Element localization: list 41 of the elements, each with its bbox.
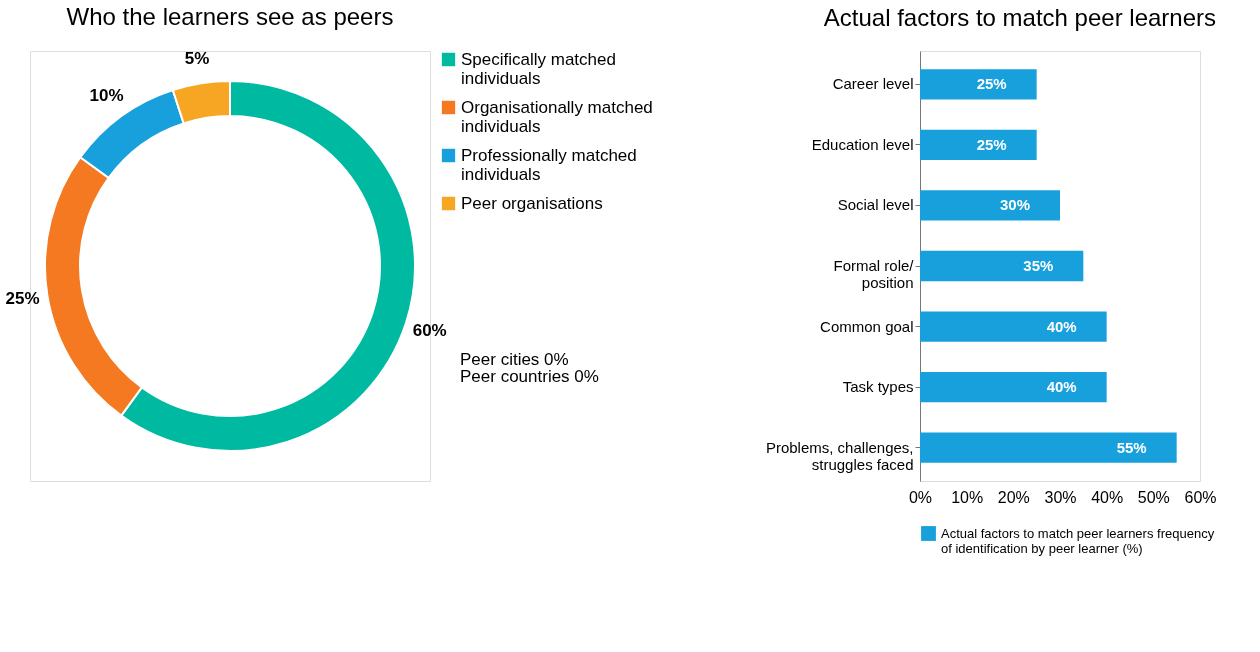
y-tick-label: Task types xyxy=(842,378,914,396)
x-tick-label: 10% xyxy=(951,488,984,506)
y-tick-label: Formal role/ position xyxy=(833,257,915,291)
legend-label: Professionally matched individuals xyxy=(461,145,637,184)
y-tick-label: Career level xyxy=(832,75,914,93)
data-label: 40% xyxy=(1046,378,1077,396)
data-label: 40% xyxy=(1046,317,1077,335)
data-label: 25% xyxy=(976,75,1007,93)
data-label: 5% xyxy=(184,48,210,68)
y-tick-label: Education level xyxy=(811,135,914,153)
data-label: 10% xyxy=(89,86,124,106)
y-tick-label: Social level xyxy=(837,196,914,214)
x-tick-label: 0% xyxy=(908,488,933,506)
data-label: 30% xyxy=(999,196,1030,214)
bar xyxy=(920,432,1177,463)
data-label: 55% xyxy=(1116,438,1147,456)
legend-label: Specifically matched individuals xyxy=(461,49,616,88)
x-tick-label: 50% xyxy=(1137,488,1170,506)
data-label: 25% xyxy=(5,288,40,308)
bar xyxy=(920,250,1084,282)
bar xyxy=(920,129,1037,161)
legend-label: Organisationally matched individuals xyxy=(461,97,653,136)
x-tick-label: 30% xyxy=(1044,488,1077,506)
chart-title: Who the learners see as peers xyxy=(66,2,394,30)
bar xyxy=(920,371,1107,403)
y-tick-label: Problems, challenges, struggles faced xyxy=(765,438,914,473)
x-tick-label: 60% xyxy=(1184,488,1217,506)
text: Peer countries 0% xyxy=(460,366,599,386)
data-label: 25% xyxy=(976,135,1007,153)
bar xyxy=(920,311,1107,342)
bar xyxy=(920,69,1037,100)
data-label: 60% xyxy=(412,320,447,340)
bar xyxy=(920,190,1060,221)
x-tick-label: 40% xyxy=(1091,488,1124,506)
text: Peer cities 0% xyxy=(460,349,569,369)
legend-label: Peer organisations xyxy=(461,193,603,213)
legend-label: Actual factors to match peer learners frequency of identification by peer learner (%) xyxy=(941,525,1215,556)
data-label: 35% xyxy=(1023,257,1054,274)
y-tick-label: Common goal xyxy=(820,317,914,335)
x-tick-label: 20% xyxy=(997,488,1030,506)
chart-title: Actual factors to match peer learners xyxy=(823,4,1217,31)
